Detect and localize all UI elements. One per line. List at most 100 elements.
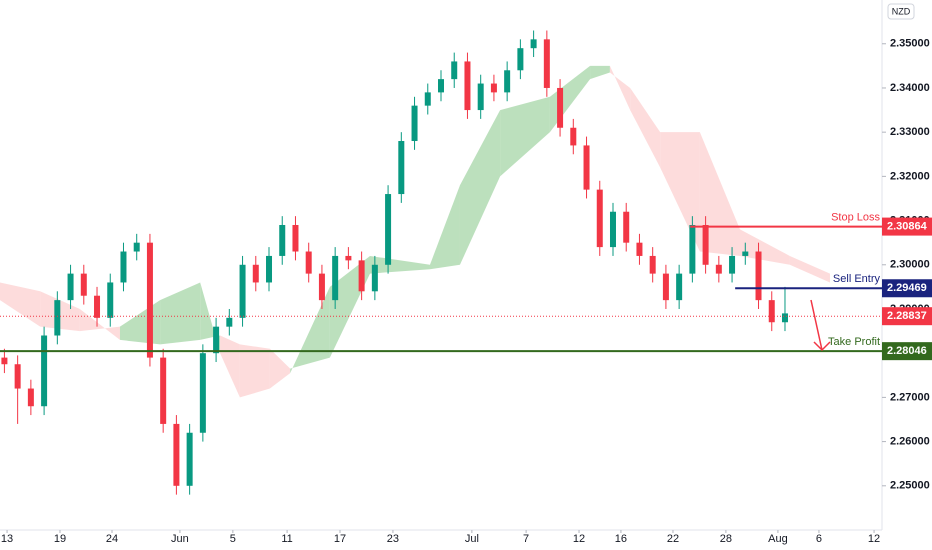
price-tag	[882, 279, 932, 298]
price-tag-label: 2.30864	[887, 220, 928, 232]
candle-body	[54, 300, 61, 336]
candle-body	[186, 432, 193, 486]
candle-body	[623, 211, 630, 243]
cloud-segment	[699, 132, 740, 256]
candle-body	[345, 255, 352, 261]
cloud-segment	[590, 65, 610, 80]
candle-body	[120, 251, 127, 283]
level-label: Take Profit	[828, 336, 880, 348]
x-tick-label: 22	[667, 533, 679, 545]
candle-body	[385, 194, 392, 265]
candle-body	[27, 388, 34, 407]
x-tick-label: 28	[720, 533, 732, 545]
cloud-segment	[739, 229, 790, 265]
candle-body	[715, 264, 722, 274]
cloud-segment	[789, 255, 830, 283]
candle-body	[80, 273, 87, 296]
candle-body	[543, 39, 550, 88]
price-tag-label: 2.28837	[887, 310, 927, 322]
cloud-segment	[160, 282, 201, 345]
candle-body	[239, 264, 246, 318]
candle-body	[517, 48, 524, 71]
candle-body	[358, 260, 365, 292]
cloud-segment	[369, 255, 430, 274]
candle-body	[438, 79, 444, 93]
candle-body	[332, 255, 339, 301]
candle-body	[411, 105, 418, 142]
candle-body	[676, 273, 683, 301]
candle-body	[252, 264, 259, 283]
x-tick-label: 6	[816, 533, 822, 545]
x-tick-label: Aug	[768, 533, 788, 545]
x-tick-label: Jun	[171, 533, 189, 545]
price-tag-label: 2.29469	[887, 282, 927, 294]
level-label: Stop Loss	[831, 211, 880, 223]
candle-body	[213, 326, 220, 354]
cloud-segment	[0, 282, 41, 327]
candle-body	[398, 141, 405, 195]
price-tag	[882, 307, 932, 326]
candle-body	[649, 255, 656, 274]
x-tick-label: 16	[615, 533, 627, 545]
x-tick-label: 12	[573, 533, 585, 545]
x-tick-label: 13	[1, 533, 13, 545]
candle-body	[464, 61, 471, 111]
candle-body	[583, 145, 590, 190]
candle-body	[768, 300, 775, 323]
candle-body	[451, 61, 458, 80]
x-tick-label: 24	[106, 533, 118, 545]
cloud-segment	[609, 65, 631, 111]
candle-body	[305, 251, 312, 274]
price-tag	[882, 217, 932, 236]
candle-body	[662, 273, 669, 301]
candle-body	[41, 335, 48, 407]
x-tick-label: 19	[54, 533, 66, 545]
level-label: Sell Entry	[833, 273, 881, 285]
x-tick-label: Jul	[465, 533, 479, 545]
candle-body	[424, 92, 431, 106]
candle-body	[1, 357, 8, 365]
candle-body	[702, 224, 709, 265]
x-tick-label: 5	[230, 533, 236, 545]
candle-body	[689, 224, 696, 274]
candle-body	[570, 127, 577, 146]
candle-body	[742, 251, 749, 256]
candle-body	[755, 251, 762, 301]
candle-body	[279, 224, 286, 256]
y-tick-label: 2.32000	[890, 170, 930, 182]
candle-body	[146, 242, 153, 358]
x-tick-label: 7	[523, 533, 529, 545]
cloud-segment	[500, 96, 550, 177]
candle-body	[226, 317, 233, 327]
candle-body	[504, 70, 511, 93]
currency: NZD	[892, 6, 911, 16]
y-tick-label: 2.26000	[890, 435, 930, 447]
candle-body	[107, 282, 114, 318]
candle-body	[67, 273, 74, 301]
cloud-segment	[239, 344, 270, 398]
y-tick-label: 2.33000	[890, 126, 930, 138]
price-tag	[882, 342, 932, 361]
candle-body	[173, 423, 180, 486]
price-tag-label: 2.28046	[887, 345, 927, 357]
currency-box	[887, 3, 915, 20]
y-tick-label: 2.35000	[890, 38, 930, 50]
y-tick-label: 2.34000	[890, 82, 930, 94]
cloud-segment	[269, 348, 291, 389]
candle-body	[94, 295, 101, 318]
candle-body	[490, 83, 497, 93]
candle-body	[530, 39, 537, 49]
x-tick-label: 17	[334, 533, 346, 545]
candle-body	[477, 83, 484, 111]
candle-body	[636, 242, 643, 256]
candle-body	[729, 255, 736, 274]
candle-body	[266, 255, 273, 283]
cloud-segment	[429, 185, 460, 270]
candle-body	[133, 242, 140, 252]
candle-body	[609, 211, 616, 248]
candle-body	[14, 364, 21, 389]
candle-body	[371, 264, 378, 292]
y-tick-label: 2.27000	[890, 391, 930, 403]
x-tick-label: 23	[387, 533, 399, 545]
